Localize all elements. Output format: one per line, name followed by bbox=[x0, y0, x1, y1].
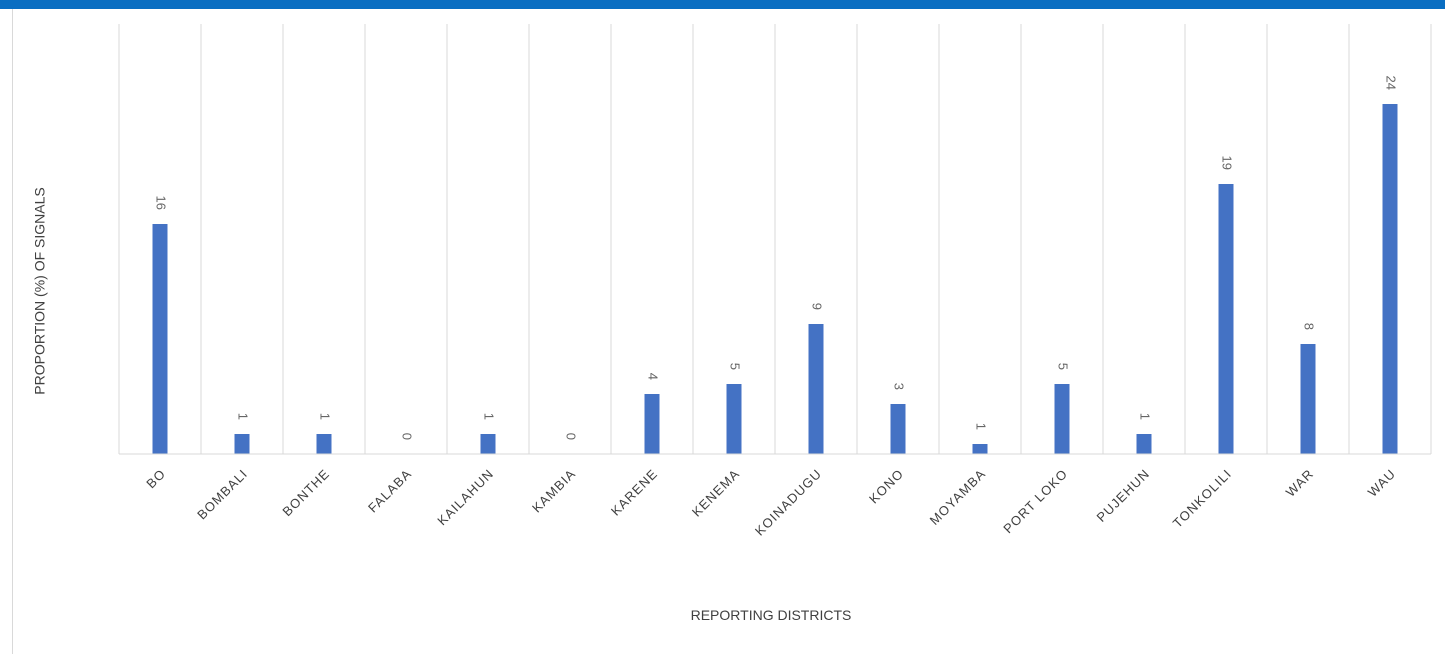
bar-bonthe bbox=[316, 434, 332, 454]
bar-bo bbox=[152, 224, 168, 454]
data-label: 1 bbox=[974, 423, 989, 430]
tick-label: KENEMA bbox=[689, 466, 743, 520]
data-label: 9 bbox=[810, 303, 825, 310]
data-label: 8 bbox=[1302, 323, 1317, 330]
tick-label: KONO bbox=[866, 466, 907, 507]
chart-frame: 16 1 1 0 1 0 4 5 9 3 1 5 1 19 8 24 BO BOMBALI BONTHE FALAB… bbox=[12, 9, 1445, 654]
tick-label: FALABA bbox=[365, 466, 415, 516]
bar-pujehun bbox=[1136, 434, 1152, 454]
tick-label: MOYAMBA bbox=[927, 466, 989, 528]
x-axis-title: REPORTING DISTRICTS bbox=[691, 607, 852, 623]
data-label: 4 bbox=[646, 373, 661, 380]
data-label: 16 bbox=[154, 196, 169, 210]
tick-label: KARENE bbox=[608, 466, 661, 519]
data-label: 0 bbox=[400, 433, 415, 440]
tick-label: BOMBALI bbox=[194, 466, 250, 522]
data-label: 19 bbox=[1220, 156, 1235, 170]
tick-label: BO bbox=[143, 466, 168, 491]
bar-koinadugu bbox=[808, 324, 824, 454]
bar-bombali bbox=[234, 434, 250, 454]
data-label: 0 bbox=[564, 433, 579, 440]
data-labels: 16 1 1 0 1 0 4 5 9 3 1 5 1 19 8 24 bbox=[154, 76, 1399, 440]
bar-karene bbox=[644, 394, 660, 454]
data-label: 24 bbox=[1384, 76, 1399, 90]
gridlines bbox=[118, 24, 1432, 454]
header-bar bbox=[0, 0, 1445, 9]
bar-tonkolili bbox=[1218, 184, 1234, 454]
bar-chart: 16 1 1 0 1 0 4 5 9 3 1 5 1 19 8 24 BO BOMBALI BONTHE FALAB… bbox=[32, 24, 1432, 623]
bars bbox=[152, 104, 1398, 454]
data-label: 1 bbox=[236, 413, 251, 420]
bar-war bbox=[1300, 344, 1316, 454]
tick-label: PORT LOKO bbox=[1000, 466, 1070, 536]
bar-kailahun bbox=[480, 434, 496, 454]
tick-label: KOINADUGU bbox=[752, 466, 825, 539]
bar-port-loko bbox=[1054, 384, 1070, 454]
data-label: 5 bbox=[1056, 363, 1071, 370]
tick-label: BONTHE bbox=[279, 466, 332, 519]
data-label: 3 bbox=[892, 383, 907, 390]
bar-moyamba bbox=[972, 444, 988, 454]
data-label: 1 bbox=[1138, 413, 1153, 420]
tick-label: PUJEHUN bbox=[1094, 466, 1153, 525]
bar-kenema bbox=[726, 384, 742, 454]
tick-label: WAU bbox=[1365, 466, 1399, 500]
y-axis-title: PROPORTION (%) OF SIGNALS bbox=[32, 187, 48, 394]
tick-label: KAMBIA bbox=[529, 466, 579, 516]
data-label: 5 bbox=[728, 363, 743, 370]
bar-wau bbox=[1382, 104, 1398, 454]
data-label: 1 bbox=[318, 413, 333, 420]
data-label: 1 bbox=[482, 413, 497, 420]
category-tick-labels: BO BOMBALI BONTHE FALABA KAILAHUN KAMBIA KAREN… bbox=[143, 466, 1398, 539]
bar-kono bbox=[890, 404, 906, 454]
tick-label: TONKOLILI bbox=[1170, 466, 1235, 531]
tick-label: KAILAHUN bbox=[434, 466, 496, 528]
tick-label: WAR bbox=[1283, 466, 1317, 500]
